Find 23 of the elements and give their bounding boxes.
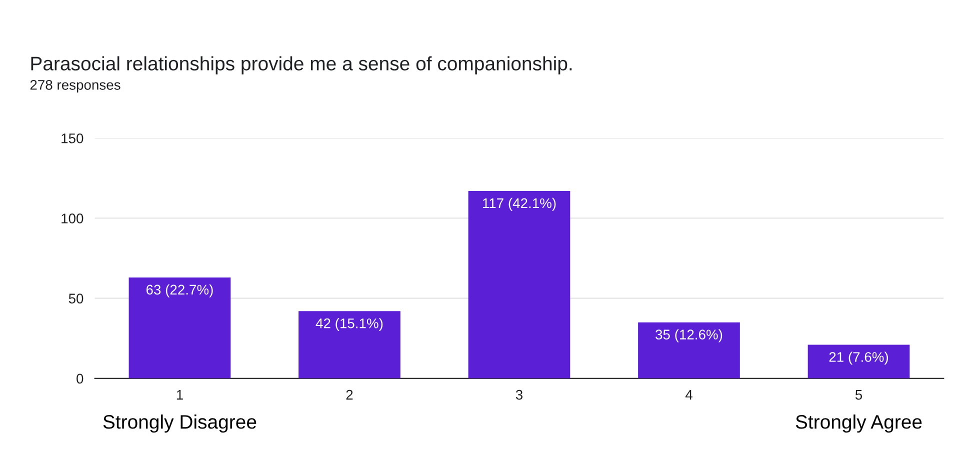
y-tick-label: 100 (62, 214, 84, 224)
y-tick-label: 50 (68, 294, 84, 304)
data-label: 42 (15.1%) (316, 318, 383, 332)
x-tick-label: 3 (516, 390, 522, 400)
data-label: 35 (12.6%) (656, 329, 722, 342)
chart-title: Parasocial relationships provide me a sense of companionship. (31, 56, 572, 74)
data-label: 117 (42.1%) (482, 198, 556, 211)
bar (808, 344, 910, 378)
x-tick-label: 2 (346, 390, 353, 400)
text: Strongly Agree (796, 414, 922, 433)
x-tick-label: 5 (855, 390, 862, 400)
x-tick-label: 4 (685, 390, 692, 400)
data-label: 21 (7.6%) (829, 352, 888, 365)
text: Strongly Disagree (103, 414, 256, 433)
bar (638, 322, 740, 378)
y-tick-label: 0 (76, 374, 84, 384)
bar (128, 277, 231, 378)
bar (298, 311, 400, 378)
x-tick-label: 1 (176, 390, 183, 400)
data-label: 63 (22.7%) (146, 284, 213, 298)
y-tick-label: 150 (62, 133, 84, 144)
bar (468, 190, 570, 378)
chart-subtitle: 278 responses (30, 80, 120, 93)
